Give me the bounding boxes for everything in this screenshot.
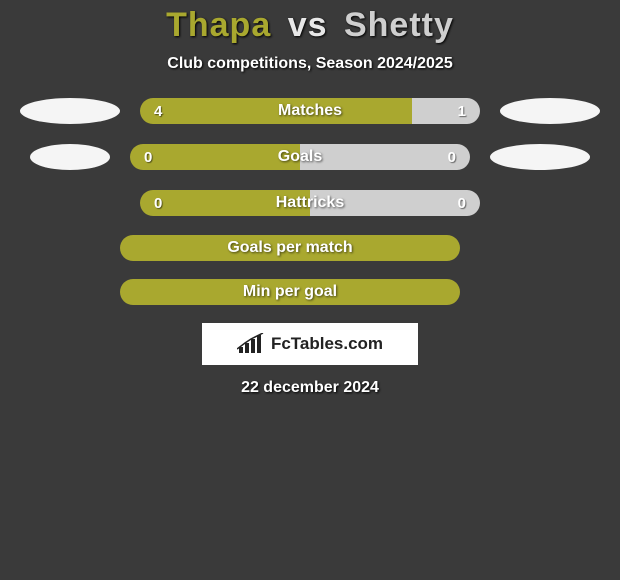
title-player1: Thapa xyxy=(166,6,271,44)
logo-spacer xyxy=(500,190,600,216)
branding-text: FcTables.com xyxy=(271,334,383,354)
stat-row: 41Matches xyxy=(0,97,620,125)
stat-value-left: 0 xyxy=(140,190,310,216)
stat-bar: 00Hattricks xyxy=(140,190,480,216)
branding-box[interactable]: FcTables.com xyxy=(202,323,418,365)
stat-value-left: 4 xyxy=(140,98,412,124)
stat-value-right: 1 xyxy=(412,98,480,124)
subtitle: Club competitions, Season 2024/2025 xyxy=(0,55,620,73)
stat-row: 00Hattricks xyxy=(0,189,620,217)
club-logo-left[interactable] xyxy=(30,144,110,170)
stat-bar-solid: Min per goal xyxy=(120,279,460,305)
stat-bar: 41Matches xyxy=(140,98,480,124)
solid-rows: Goals per match Min per goal xyxy=(0,235,620,305)
comparison-widget: Thapa vs Shetty Club competitions, Seaso… xyxy=(0,0,620,397)
club-logo-right[interactable] xyxy=(500,98,600,124)
title-player2: Shetty xyxy=(344,6,454,44)
date-text: 22 december 2024 xyxy=(0,379,620,397)
logo-spacer xyxy=(20,190,120,216)
club-logo-left[interactable] xyxy=(20,98,120,124)
stat-bar-solid: Goals per match xyxy=(120,235,460,261)
stat-value-right: 0 xyxy=(310,190,480,216)
stat-value-right: 0 xyxy=(300,144,470,170)
title-vs: vs xyxy=(282,6,334,44)
stat-value-left: 0 xyxy=(130,144,300,170)
stat-rows: 41Matches 00Goals 00Hattricks xyxy=(0,97,620,217)
bar-chart-icon xyxy=(237,333,265,355)
stat-row: 00Goals xyxy=(0,143,620,171)
stat-bar: 00Goals xyxy=(130,144,470,170)
title: Thapa vs Shetty xyxy=(0,6,620,45)
club-logo-right[interactable] xyxy=(490,144,590,170)
